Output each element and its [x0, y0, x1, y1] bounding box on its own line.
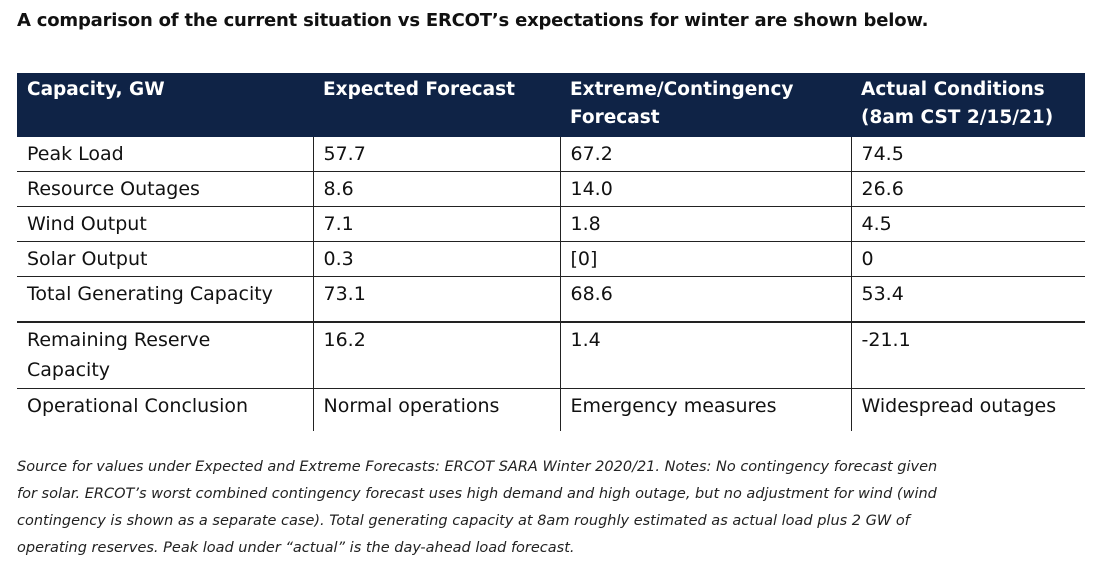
column-header: Capacity, GW: [17, 73, 313, 137]
footnote-line: contingency is shown as a separate case)…: [17, 513, 910, 529]
row-label: Remaining Reserve Capacity: [17, 321, 313, 389]
table-row: Solar Output 0.3 [0] 0: [17, 241, 1085, 277]
table-row: Resource Outages 8.6 14.0 26.6: [17, 171, 1085, 207]
row-label: Total Generating Capacity: [17, 276, 313, 323]
row-label: Peak Load: [17, 137, 313, 172]
table-cell: 0.3: [312, 241, 560, 277]
footnote-line: for solar. ERCOT’s worst combined contin…: [17, 486, 937, 502]
table-body: Peak Load 57.7 67.2 74.5 Resource Outages 8.6…: [17, 137, 1085, 431]
table-cell: Emergency measures: [559, 388, 851, 431]
table-cell: 1.8: [559, 206, 851, 242]
table-cell: 8.6: [312, 171, 560, 207]
table-cell: Normal operations: [312, 388, 560, 431]
table-row: Remaining Reserve Capacity 16.2 1.4 -21.1: [17, 321, 1085, 389]
footnote: Source for values under Expected and Ext…: [17, 454, 1092, 562]
row-label: Solar Output: [17, 241, 313, 277]
row-label: Resource Outages: [17, 171, 313, 207]
table-cell: Widespread outages: [850, 388, 1085, 431]
table-cell: 0: [850, 241, 1085, 277]
table-cell: 53.4: [850, 276, 1085, 323]
column-header: Expected Forecast: [313, 73, 560, 137]
table-cell: 67.2: [559, 137, 851, 172]
table-cell: 57.7: [312, 137, 560, 172]
column-header: Extreme/Contingency Forecast: [560, 73, 851, 137]
table-cell: 68.6: [559, 276, 851, 323]
column-header: Actual Conditions (8am CST 2/15/21): [851, 73, 1085, 137]
table-cell: 14.0: [559, 171, 851, 207]
table-cell: 4.5: [850, 206, 1085, 242]
title: A comparison of the current situation vs…: [17, 10, 929, 31]
table-cell: 74.5: [850, 137, 1085, 172]
table-cell: -21.1: [850, 321, 1085, 389]
header-row: Capacity, GW Expected Forecast Extreme/Con…: [17, 73, 1085, 137]
table-row: Operational Conclusion Normal operations E…: [17, 388, 1085, 431]
footnote-line: Source for values under Expected and Ext…: [17, 459, 938, 475]
table-row: Wind Output 7.1 1.8 4.5: [17, 206, 1085, 242]
row-label: Operational Conclusion: [27, 395, 249, 417]
table-row: Total Generating Capacity 73.1 68.6 53.4: [17, 276, 1085, 323]
table-cell: [0]: [559, 241, 851, 277]
table-cell: 1.4: [559, 321, 851, 389]
capacity-table: Capacity, GW Expected Forecast Extreme/Con…: [17, 73, 1085, 431]
table-row: Peak Load 57.7 67.2 74.5: [17, 137, 1085, 172]
table-cell: 73.1: [312, 276, 560, 323]
table-cell: 26.6: [850, 171, 1085, 207]
footnote-line: operating reserves. Peak load under “act…: [17, 540, 575, 556]
table-cell: 7.1: [312, 206, 560, 242]
table-cell: 16.2: [312, 321, 560, 389]
row-label: Wind Output: [17, 206, 313, 242]
